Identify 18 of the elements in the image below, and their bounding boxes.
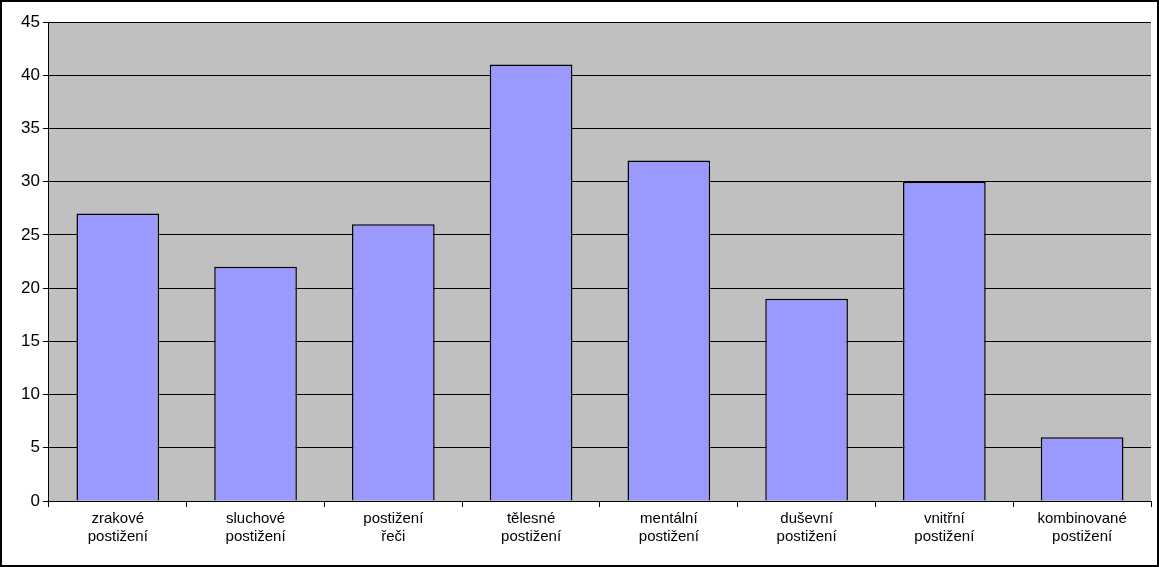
y-tick-label: 25 [20,224,40,244]
y-tick-label: 0 [30,490,40,510]
x-tick-label: tělesné postižení [501,509,562,545]
x-tick-label: zrakové postižení [87,509,149,545]
y-tick-label: 45 [20,11,40,31]
y-tick-label: 30 [20,171,40,191]
y-tick-label: 20 [20,277,40,297]
y-tick-label: 35 [20,118,40,138]
x-tick-label: postižení řeči [363,509,425,545]
x-tick-label: vnitřní postižení [914,509,976,545]
y-tick-label: 10 [20,384,40,404]
x-tick-label: sluchové postižení [225,509,287,545]
x-tick-label: duševní postižení [776,509,838,545]
x-tick-label: mentální postižení [638,509,700,545]
y-tick-label: 15 [20,331,40,351]
y-tick-label: 40 [20,64,40,84]
x-tick-label: kombinované postižení [1037,509,1127,545]
y-tick-label: 5 [30,437,40,457]
